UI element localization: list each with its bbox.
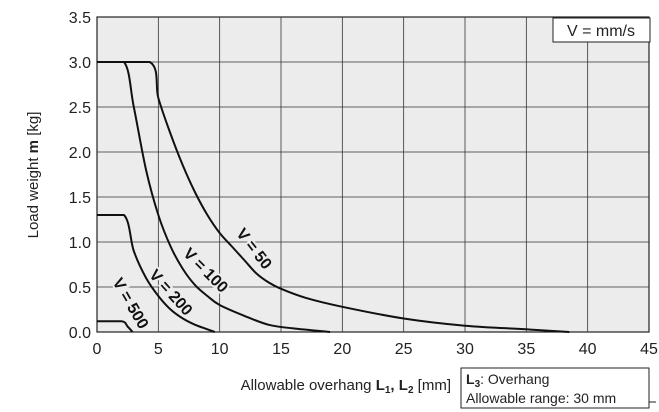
x-tick-label: 5 bbox=[154, 341, 163, 358]
y-tick-label: 1.5 bbox=[69, 190, 91, 207]
x-tick-label: 10 bbox=[211, 341, 229, 358]
y-tick-label: 0.0 bbox=[69, 325, 91, 342]
grid bbox=[97, 17, 649, 332]
l3-note-line1: L3: Overhang bbox=[466, 371, 549, 390]
l3-note-box bbox=[460, 367, 650, 409]
series-line-2 bbox=[97, 214, 216, 333]
units-note: V = mm/s bbox=[567, 23, 635, 40]
l3-note-line2: Allowable range: 30 mm bbox=[466, 390, 616, 406]
x-tick-label: 40 bbox=[579, 341, 597, 358]
y-tick-label: 3.0 bbox=[69, 55, 91, 72]
y-tick-labels: 0.0 0.5 1.0 1.5 2.0 2.5 3.0 3.5 bbox=[69, 10, 91, 342]
x-tick-label: 0 bbox=[93, 341, 102, 358]
plot-area bbox=[96, 16, 650, 333]
y-tick-label: 2.5 bbox=[69, 100, 91, 117]
y-tick-label: 0.5 bbox=[69, 280, 91, 297]
x-tick-labels: 0 5 10 15 20 25 30 35 40 45 bbox=[93, 341, 658, 358]
x-tick-label: 30 bbox=[456, 341, 474, 358]
x-tick-label: 25 bbox=[395, 341, 413, 358]
curves bbox=[97, 61, 570, 333]
series-line-0 bbox=[97, 61, 570, 333]
y-tick-label: 1.0 bbox=[69, 235, 91, 252]
x-tick-label: 35 bbox=[517, 341, 535, 358]
y-tick-label: 2.0 bbox=[69, 145, 91, 162]
y-axis-label: Load weight m [kg] bbox=[25, 112, 42, 239]
series-line-3 bbox=[97, 320, 134, 333]
series-line-1 bbox=[97, 61, 331, 333]
y-tick-label: 3.5 bbox=[69, 10, 91, 27]
x-axis-label: Allowable overhang L1, L2 [mm] bbox=[241, 377, 451, 396]
x-tick-label: 20 bbox=[333, 341, 351, 358]
x-tick-label: 15 bbox=[272, 341, 290, 358]
units-note-box bbox=[552, 17, 651, 43]
x-tick-label: 45 bbox=[640, 341, 658, 358]
plot-background bbox=[96, 16, 650, 333]
